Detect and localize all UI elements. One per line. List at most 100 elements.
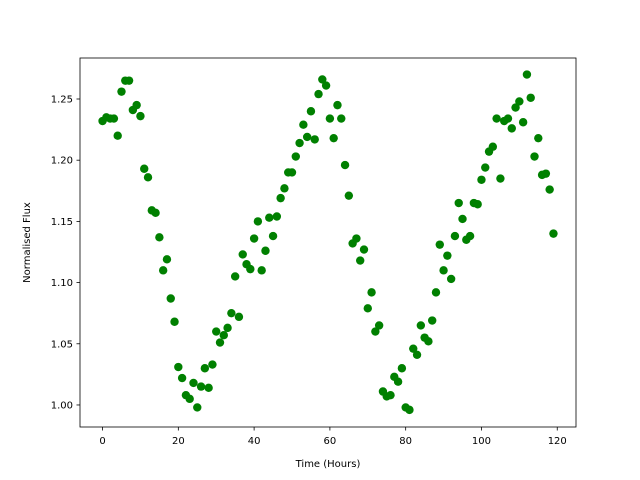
point bbox=[549, 229, 558, 238]
point bbox=[215, 338, 225, 347]
y-tick-label: 1.00 bbox=[51, 400, 73, 411]
point bbox=[393, 377, 403, 386]
point bbox=[507, 124, 516, 133]
x-tick-label: 40 bbox=[248, 436, 261, 447]
point bbox=[522, 70, 532, 79]
point bbox=[212, 327, 221, 336]
point bbox=[439, 266, 448, 275]
point bbox=[318, 75, 327, 84]
point bbox=[458, 214, 467, 224]
point bbox=[272, 212, 282, 221]
point bbox=[268, 231, 278, 241]
point bbox=[200, 364, 210, 373]
point bbox=[117, 87, 126, 96]
point bbox=[238, 250, 247, 259]
point bbox=[329, 133, 338, 143]
point bbox=[356, 256, 365, 265]
point bbox=[465, 231, 475, 241]
point bbox=[189, 378, 198, 388]
y-tick-label: 1.15 bbox=[51, 217, 73, 228]
point bbox=[265, 213, 274, 222]
point bbox=[496, 174, 505, 183]
point bbox=[185, 394, 194, 404]
point bbox=[374, 321, 384, 330]
point bbox=[397, 364, 407, 373]
point bbox=[166, 294, 175, 303]
point bbox=[409, 344, 418, 353]
point bbox=[530, 152, 539, 161]
point bbox=[503, 114, 513, 123]
axes-frame bbox=[79, 57, 577, 428]
point bbox=[359, 245, 369, 254]
point bbox=[230, 272, 240, 281]
point bbox=[321, 81, 331, 90]
point bbox=[541, 169, 551, 178]
point bbox=[204, 383, 213, 393]
point bbox=[227, 308, 236, 318]
point bbox=[488, 142, 498, 151]
point bbox=[234, 312, 244, 322]
point bbox=[428, 316, 437, 325]
point bbox=[492, 114, 501, 123]
point bbox=[193, 403, 202, 412]
point bbox=[340, 160, 350, 170]
point bbox=[454, 198, 463, 208]
x-axis-label: Time (Hours) bbox=[295, 459, 361, 470]
point bbox=[291, 152, 300, 161]
point bbox=[344, 191, 354, 200]
y-tick-label: 1.20 bbox=[51, 156, 73, 167]
point bbox=[174, 362, 183, 372]
point bbox=[261, 246, 270, 255]
x-tick-label: 0 bbox=[99, 436, 105, 447]
point bbox=[363, 304, 372, 313]
point bbox=[443, 251, 452, 260]
point bbox=[545, 185, 554, 194]
point bbox=[371, 327, 380, 336]
x-tick-label: 120 bbox=[548, 436, 567, 447]
point bbox=[412, 350, 422, 359]
point bbox=[170, 317, 179, 326]
y-axis-label: Normalised Flux bbox=[22, 202, 33, 283]
point bbox=[124, 76, 134, 85]
point bbox=[196, 382, 206, 391]
point bbox=[132, 100, 141, 110]
x-tick-label: 100 bbox=[472, 436, 491, 447]
point bbox=[295, 138, 304, 148]
point bbox=[337, 114, 346, 123]
point bbox=[325, 114, 335, 123]
point bbox=[386, 390, 395, 400]
point bbox=[177, 373, 187, 383]
point bbox=[287, 168, 297, 177]
point bbox=[518, 118, 528, 127]
point bbox=[526, 93, 535, 102]
point bbox=[446, 274, 456, 284]
point bbox=[367, 288, 376, 297]
point bbox=[280, 184, 289, 193]
point bbox=[481, 163, 490, 172]
point bbox=[219, 331, 228, 340]
point bbox=[246, 264, 255, 274]
point bbox=[143, 173, 153, 182]
point bbox=[208, 360, 217, 369]
point bbox=[416, 321, 426, 330]
y-tick-label: 1.10 bbox=[51, 278, 73, 289]
point bbox=[223, 323, 232, 333]
x-tick-label: 80 bbox=[399, 436, 412, 447]
point bbox=[257, 266, 266, 275]
point bbox=[276, 193, 285, 203]
point bbox=[310, 135, 319, 144]
point bbox=[151, 208, 160, 218]
point bbox=[140, 164, 149, 173]
point bbox=[109, 114, 119, 123]
point bbox=[431, 288, 441, 297]
point bbox=[450, 231, 460, 241]
point bbox=[424, 337, 433, 346]
point bbox=[162, 255, 172, 264]
point bbox=[534, 133, 543, 143]
point bbox=[314, 89, 323, 99]
point bbox=[333, 100, 342, 110]
point bbox=[302, 132, 312, 142]
point bbox=[405, 405, 414, 415]
